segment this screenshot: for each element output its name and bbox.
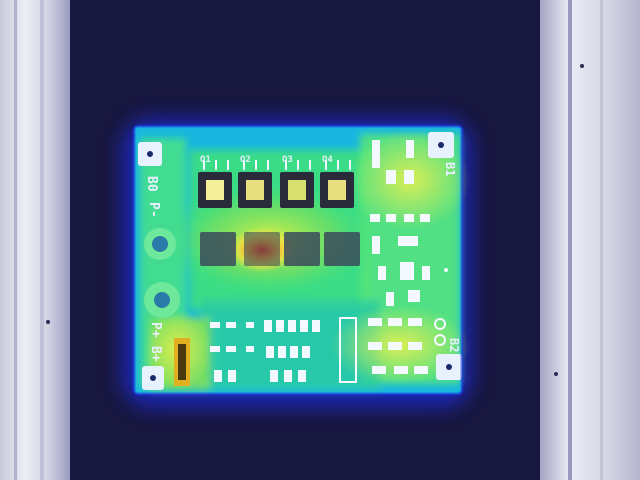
frame-screw xyxy=(580,64,584,68)
label-q3: Q3 xyxy=(282,155,293,165)
label-b-plus: B+ xyxy=(148,346,163,362)
component-leads xyxy=(203,160,351,170)
mosfet-row-top xyxy=(198,172,354,208)
label-p-minus: P- xyxy=(146,202,161,218)
label-q2: Q2 xyxy=(240,155,251,165)
label-b0: B0 xyxy=(144,176,159,192)
left-frame-edge xyxy=(14,0,17,480)
label-q4: Q4 xyxy=(322,155,333,165)
right-frame-edge xyxy=(568,0,572,480)
board-edge-fringe xyxy=(132,124,464,396)
pad-holes xyxy=(147,142,452,381)
silkscreen-labels: B0 P- P+ B+ B1 B2 Q1 Q2 Q3 Q4 xyxy=(144,155,461,362)
mosfet-row-bottom xyxy=(200,232,360,266)
label-p-plus: P+ xyxy=(148,322,163,338)
left-terminal-pads xyxy=(144,228,180,318)
label-b2: B2 xyxy=(447,338,461,352)
frame-screw xyxy=(46,320,50,324)
label-q1: Q1 xyxy=(200,155,211,165)
frame-screw xyxy=(554,372,558,376)
smd-components xyxy=(210,140,448,383)
right-frame xyxy=(540,0,640,480)
left-frame-edge-2 xyxy=(40,0,44,480)
left-frame xyxy=(0,0,70,480)
label-b1: B1 xyxy=(443,162,457,176)
right-frame-edge-2 xyxy=(600,0,603,480)
current-sense-resistor-inner xyxy=(178,344,186,380)
